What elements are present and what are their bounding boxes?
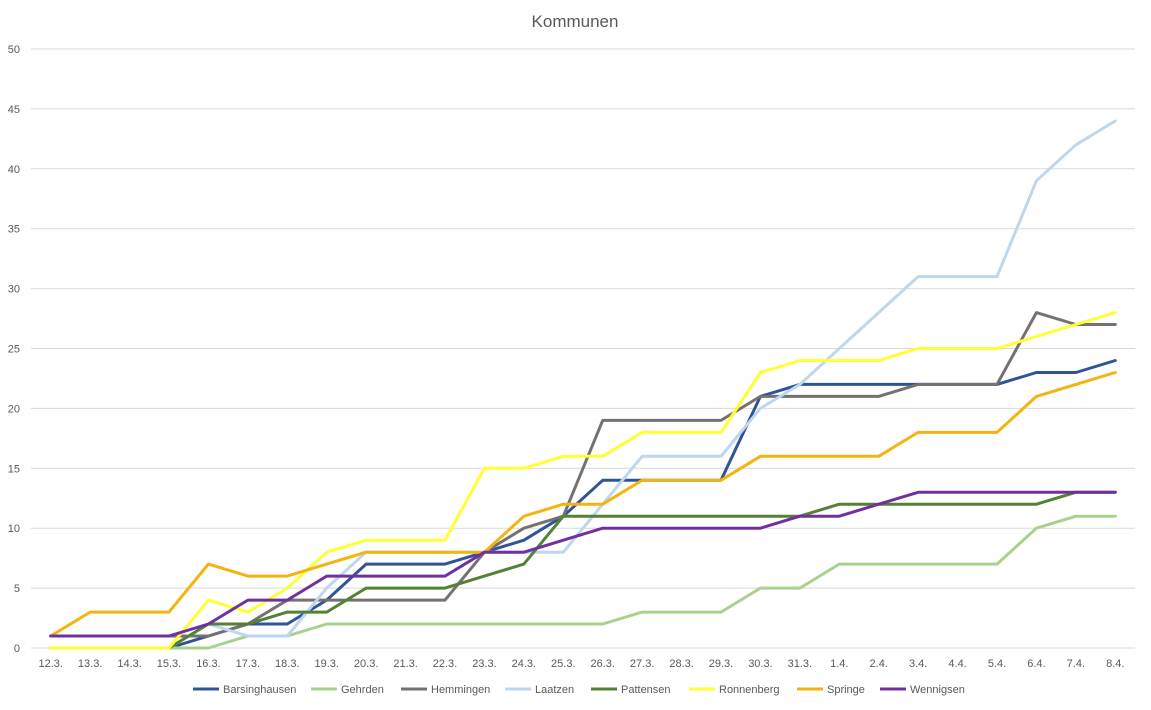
- legend-item-springe: Springe: [797, 684, 865, 696]
- legend-label: Hemmingen: [431, 684, 490, 696]
- series-line-hemmingen: [49, 311, 1117, 638]
- y-tick-label: 40: [8, 164, 20, 176]
- y-tick-label: 5: [14, 583, 20, 595]
- y-tick-label: 30: [8, 284, 20, 296]
- legend-item-ronnenberg: Ronnenberg: [689, 684, 780, 696]
- x-tick-label: 20.3.: [354, 658, 378, 670]
- x-tick-label: 28.3.: [669, 658, 693, 670]
- x-tick-label: 1.4.: [830, 658, 848, 670]
- y-tick-label: 50: [8, 44, 20, 56]
- legend-item-barsinghausen: Barsinghausen: [193, 684, 296, 696]
- y-axis-ticks: 0 5 10 15 20 25 30 35 40 45 50: [8, 44, 20, 655]
- legend-label: Springe: [827, 684, 865, 696]
- x-tick-label: 27.3.: [630, 658, 654, 670]
- x-tick-label: 6.4.: [1027, 658, 1045, 670]
- y-tick-label: 0: [14, 643, 20, 655]
- series-line-wennigsen: [49, 490, 1117, 638]
- gridlines: [31, 48, 1135, 649]
- x-tick-label: 15.3.: [157, 658, 181, 670]
- x-axis-ticks: 12.3. 13.3. 14.3. 15.3. 16.3. 17.3. 18.3. 19.3.…: [38, 658, 1124, 670]
- legend-label: Wennigsen: [910, 684, 965, 696]
- series-lines: [49, 119, 1117, 650]
- legend-label: Gehrden: [341, 684, 384, 696]
- x-tick-label: 12.3.: [38, 658, 62, 670]
- x-tick-label: 25.3.: [551, 658, 575, 670]
- x-tick-label: 30.3.: [748, 658, 772, 670]
- legend-label: Pattensen: [621, 684, 671, 696]
- x-tick-label: 18.3.: [275, 658, 299, 670]
- legend-item-wennigsen: Wennigsen: [880, 684, 965, 696]
- x-tick-label: 19.3.: [314, 658, 338, 670]
- x-tick-label: 22.3.: [433, 658, 457, 670]
- chart-title: Kommunen: [532, 12, 619, 31]
- legend-item-laatzen: Laatzen: [505, 684, 574, 696]
- x-tick-label: 4.4.: [948, 658, 966, 670]
- x-tick-label: 26.3.: [590, 658, 614, 670]
- y-tick-label: 15: [8, 463, 20, 475]
- y-tick-label: 20: [8, 403, 20, 415]
- series-line-gehrden: [49, 514, 1117, 650]
- legend-item-gehrden: Gehrden: [311, 684, 384, 696]
- y-tick-label: 25: [8, 344, 20, 356]
- x-tick-label: 13.3.: [78, 658, 102, 670]
- series-line-pattensen: [49, 490, 1117, 650]
- x-tick-label: 14.3.: [117, 658, 141, 670]
- legend: Barsinghausen Gehrden Hemmingen Laatzen Patt…: [193, 684, 965, 696]
- x-tick-label: 3.4.: [909, 658, 927, 670]
- x-tick-label: 2.4.: [870, 658, 888, 670]
- x-tick-label: 23.3.: [472, 658, 496, 670]
- x-tick-label: 16.3.: [196, 658, 220, 670]
- series-line-ronnenberg: [49, 311, 1117, 650]
- legend-label: Ronnenberg: [719, 684, 780, 696]
- x-tick-label: 5.4.: [988, 658, 1006, 670]
- y-tick-label: 10: [8, 523, 20, 535]
- y-tick-label: 35: [8, 224, 20, 236]
- series-line-springe: [49, 371, 1117, 638]
- x-tick-label: 7.4.: [1067, 658, 1085, 670]
- legend-item-pattensen: Pattensen: [591, 684, 671, 696]
- x-tick-label: 17.3.: [236, 658, 260, 670]
- x-tick-label: 29.3.: [709, 658, 733, 670]
- legend-item-hemmingen: Hemmingen: [401, 684, 490, 696]
- x-tick-label: 21.3.: [393, 658, 417, 670]
- x-tick-label: 31.3.: [788, 658, 812, 670]
- series-line-laatzen: [49, 119, 1117, 650]
- y-tick-label: 45: [8, 104, 20, 116]
- legend-label: Barsinghausen: [223, 684, 296, 696]
- x-tick-label: 24.3.: [512, 658, 536, 670]
- x-tick-label: 8.4.: [1106, 658, 1124, 670]
- legend-label: Laatzen: [535, 684, 574, 696]
